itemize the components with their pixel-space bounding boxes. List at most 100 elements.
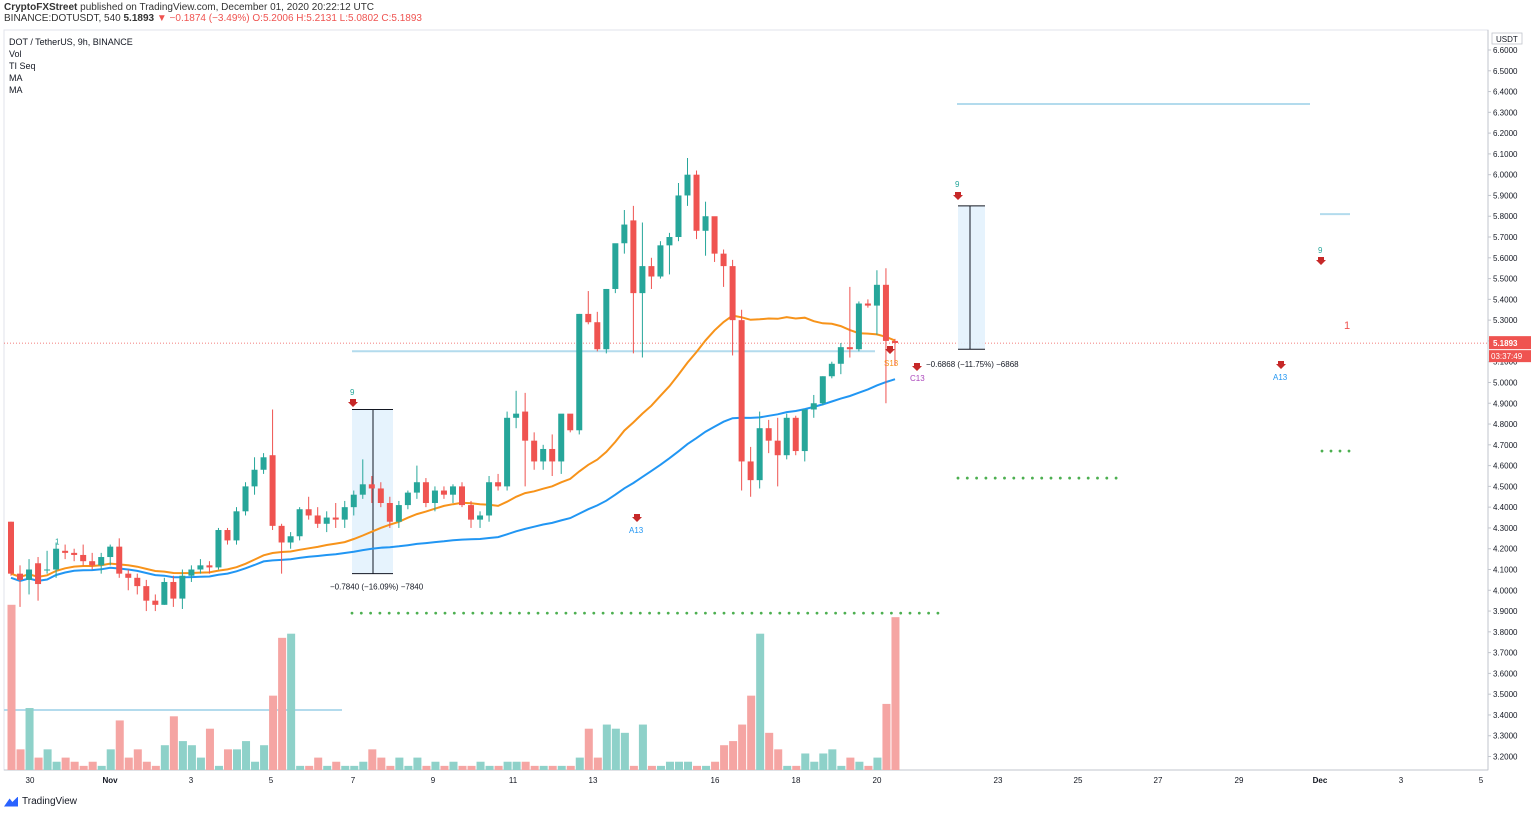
- currency-label: USDT: [1496, 35, 1518, 44]
- support-dot: [917, 611, 921, 615]
- volume-bar: [873, 757, 882, 770]
- candle-body: [62, 550, 69, 553]
- candle-body: [504, 417, 511, 487]
- support-dot: [759, 611, 763, 615]
- volume-bar: [34, 757, 43, 770]
- candle-body: [513, 413, 520, 418]
- y-tick-label: 3.4000: [1493, 711, 1518, 720]
- ohlc-values: O:5.2006 H:5.2131 L:5.0802 C:5.1893: [252, 13, 422, 24]
- candle-body: [891, 340, 898, 343]
- candle-body: [540, 448, 547, 462]
- volume-bar: [7, 604, 16, 770]
- measure-boxes: −0.7840 (−16.09%) −7840 −0.6868 (−11.75%)…: [330, 205, 1019, 592]
- candle-body: [71, 552, 78, 555]
- candle-body: [666, 237, 673, 246]
- sequential-markers: 1 9 9 9 1 S13 C13 A13 A13: [55, 180, 1350, 547]
- seq-arrow-a13-1: [632, 514, 642, 522]
- candle-body: [413, 482, 420, 493]
- x-tick-label: 30: [26, 776, 35, 785]
- y-axis: USDT 6.6000 6.5000 6.4000 6.3000 6.2000 6.1000…: [1488, 32, 1523, 762]
- x-tick-label: 3: [189, 776, 194, 785]
- volume-bar: [88, 761, 97, 770]
- volume-bar: [404, 765, 413, 770]
- tradingview-logo[interactable]: TradingView: [4, 796, 77, 807]
- candle-body: [179, 575, 186, 599]
- support-dot: [1049, 476, 1053, 480]
- seq-label-a13-1: A13: [629, 526, 644, 535]
- volume-bar: [756, 633, 765, 770]
- indicator-ma-2[interactable]: MA: [9, 85, 23, 95]
- candle-body: [440, 490, 447, 495]
- y-tick-label: 6.5000: [1493, 67, 1518, 76]
- measure-box-2: [958, 205, 985, 350]
- x-tick-label: 27: [1154, 776, 1163, 785]
- candle-body: [305, 509, 312, 516]
- published-text: published on TradingView.com, December 0…: [80, 2, 375, 13]
- volume-bar: [720, 745, 729, 770]
- tradingview-logo-icon: [4, 796, 18, 807]
- support-dot: [452, 611, 456, 615]
- volume-bar: [458, 765, 467, 770]
- current-price-tag: [1489, 336, 1531, 350]
- candle-body: [98, 557, 105, 566]
- candle-body: [855, 303, 862, 350]
- x-tick-label: 11: [509, 776, 518, 785]
- volume-bar: [323, 765, 332, 770]
- indicator-ma-1[interactable]: MA: [9, 73, 23, 83]
- volume-bar: [819, 753, 828, 770]
- ma-fast-line: [10, 314, 896, 578]
- candle-body: [558, 413, 565, 462]
- candle-body: [567, 413, 574, 431]
- volume-bar: [151, 765, 160, 770]
- candle-body: [693, 174, 700, 231]
- seq-arrow-s13: [885, 346, 895, 354]
- candle-body: [431, 490, 438, 504]
- support-dot: [462, 611, 465, 615]
- seq-sell-arrow: [348, 399, 358, 407]
- symbol-title[interactable]: DOT / TetherUS, 9h, BINANCE: [9, 37, 133, 47]
- support-dot: [359, 611, 363, 615]
- price-change: −0.1874 (−3.49%): [169, 13, 250, 24]
- volume-bar: [332, 761, 341, 770]
- candle-body: [702, 216, 709, 231]
- support-dot: [629, 611, 633, 615]
- volume-bar: [864, 765, 873, 770]
- support-dot: [1114, 476, 1118, 480]
- last-price: 5.1893: [123, 13, 155, 24]
- candle-body: [531, 440, 538, 462]
- y-tick-label: 5.5000: [1493, 275, 1518, 284]
- x-tick-label: 25: [1074, 776, 1083, 785]
- y-tick-label: 5.7000: [1493, 233, 1518, 242]
- volume-bar: [665, 761, 674, 770]
- candle-body: [495, 482, 502, 487]
- ma-slow-line: [10, 378, 896, 582]
- candle-body: [846, 347, 853, 350]
- support-dot: [527, 611, 531, 615]
- support-dot: [956, 476, 960, 480]
- candle-body: [765, 428, 772, 441]
- candle-body: [80, 554, 87, 562]
- candle-body: [53, 548, 60, 570]
- volume-bar: [386, 765, 395, 770]
- support-dot: [806, 611, 810, 615]
- indicator-vol[interactable]: Vol: [9, 49, 22, 59]
- x-tick-label: 9: [431, 776, 436, 785]
- y-tick-label: 4.0000: [1493, 586, 1518, 595]
- volume-bar: [620, 732, 629, 770]
- volume-bar: [711, 761, 720, 770]
- x-tick-label: 13: [589, 776, 598, 785]
- volume-bar: [674, 761, 683, 770]
- candle-body: [287, 536, 294, 543]
- support-dot: [852, 611, 856, 615]
- volume-bars: [7, 604, 900, 770]
- indicator-ti-seq[interactable]: TI Seq: [9, 61, 36, 71]
- support-dot: [787, 611, 791, 615]
- y-tick-label: 6.3000: [1493, 108, 1518, 117]
- candle-body: [738, 320, 745, 462]
- volume-bar: [52, 761, 61, 770]
- candle-body: [828, 363, 835, 377]
- horizontal-lines: [4, 103, 1488, 711]
- support-dot: [555, 611, 558, 615]
- volume-bar: [305, 765, 314, 770]
